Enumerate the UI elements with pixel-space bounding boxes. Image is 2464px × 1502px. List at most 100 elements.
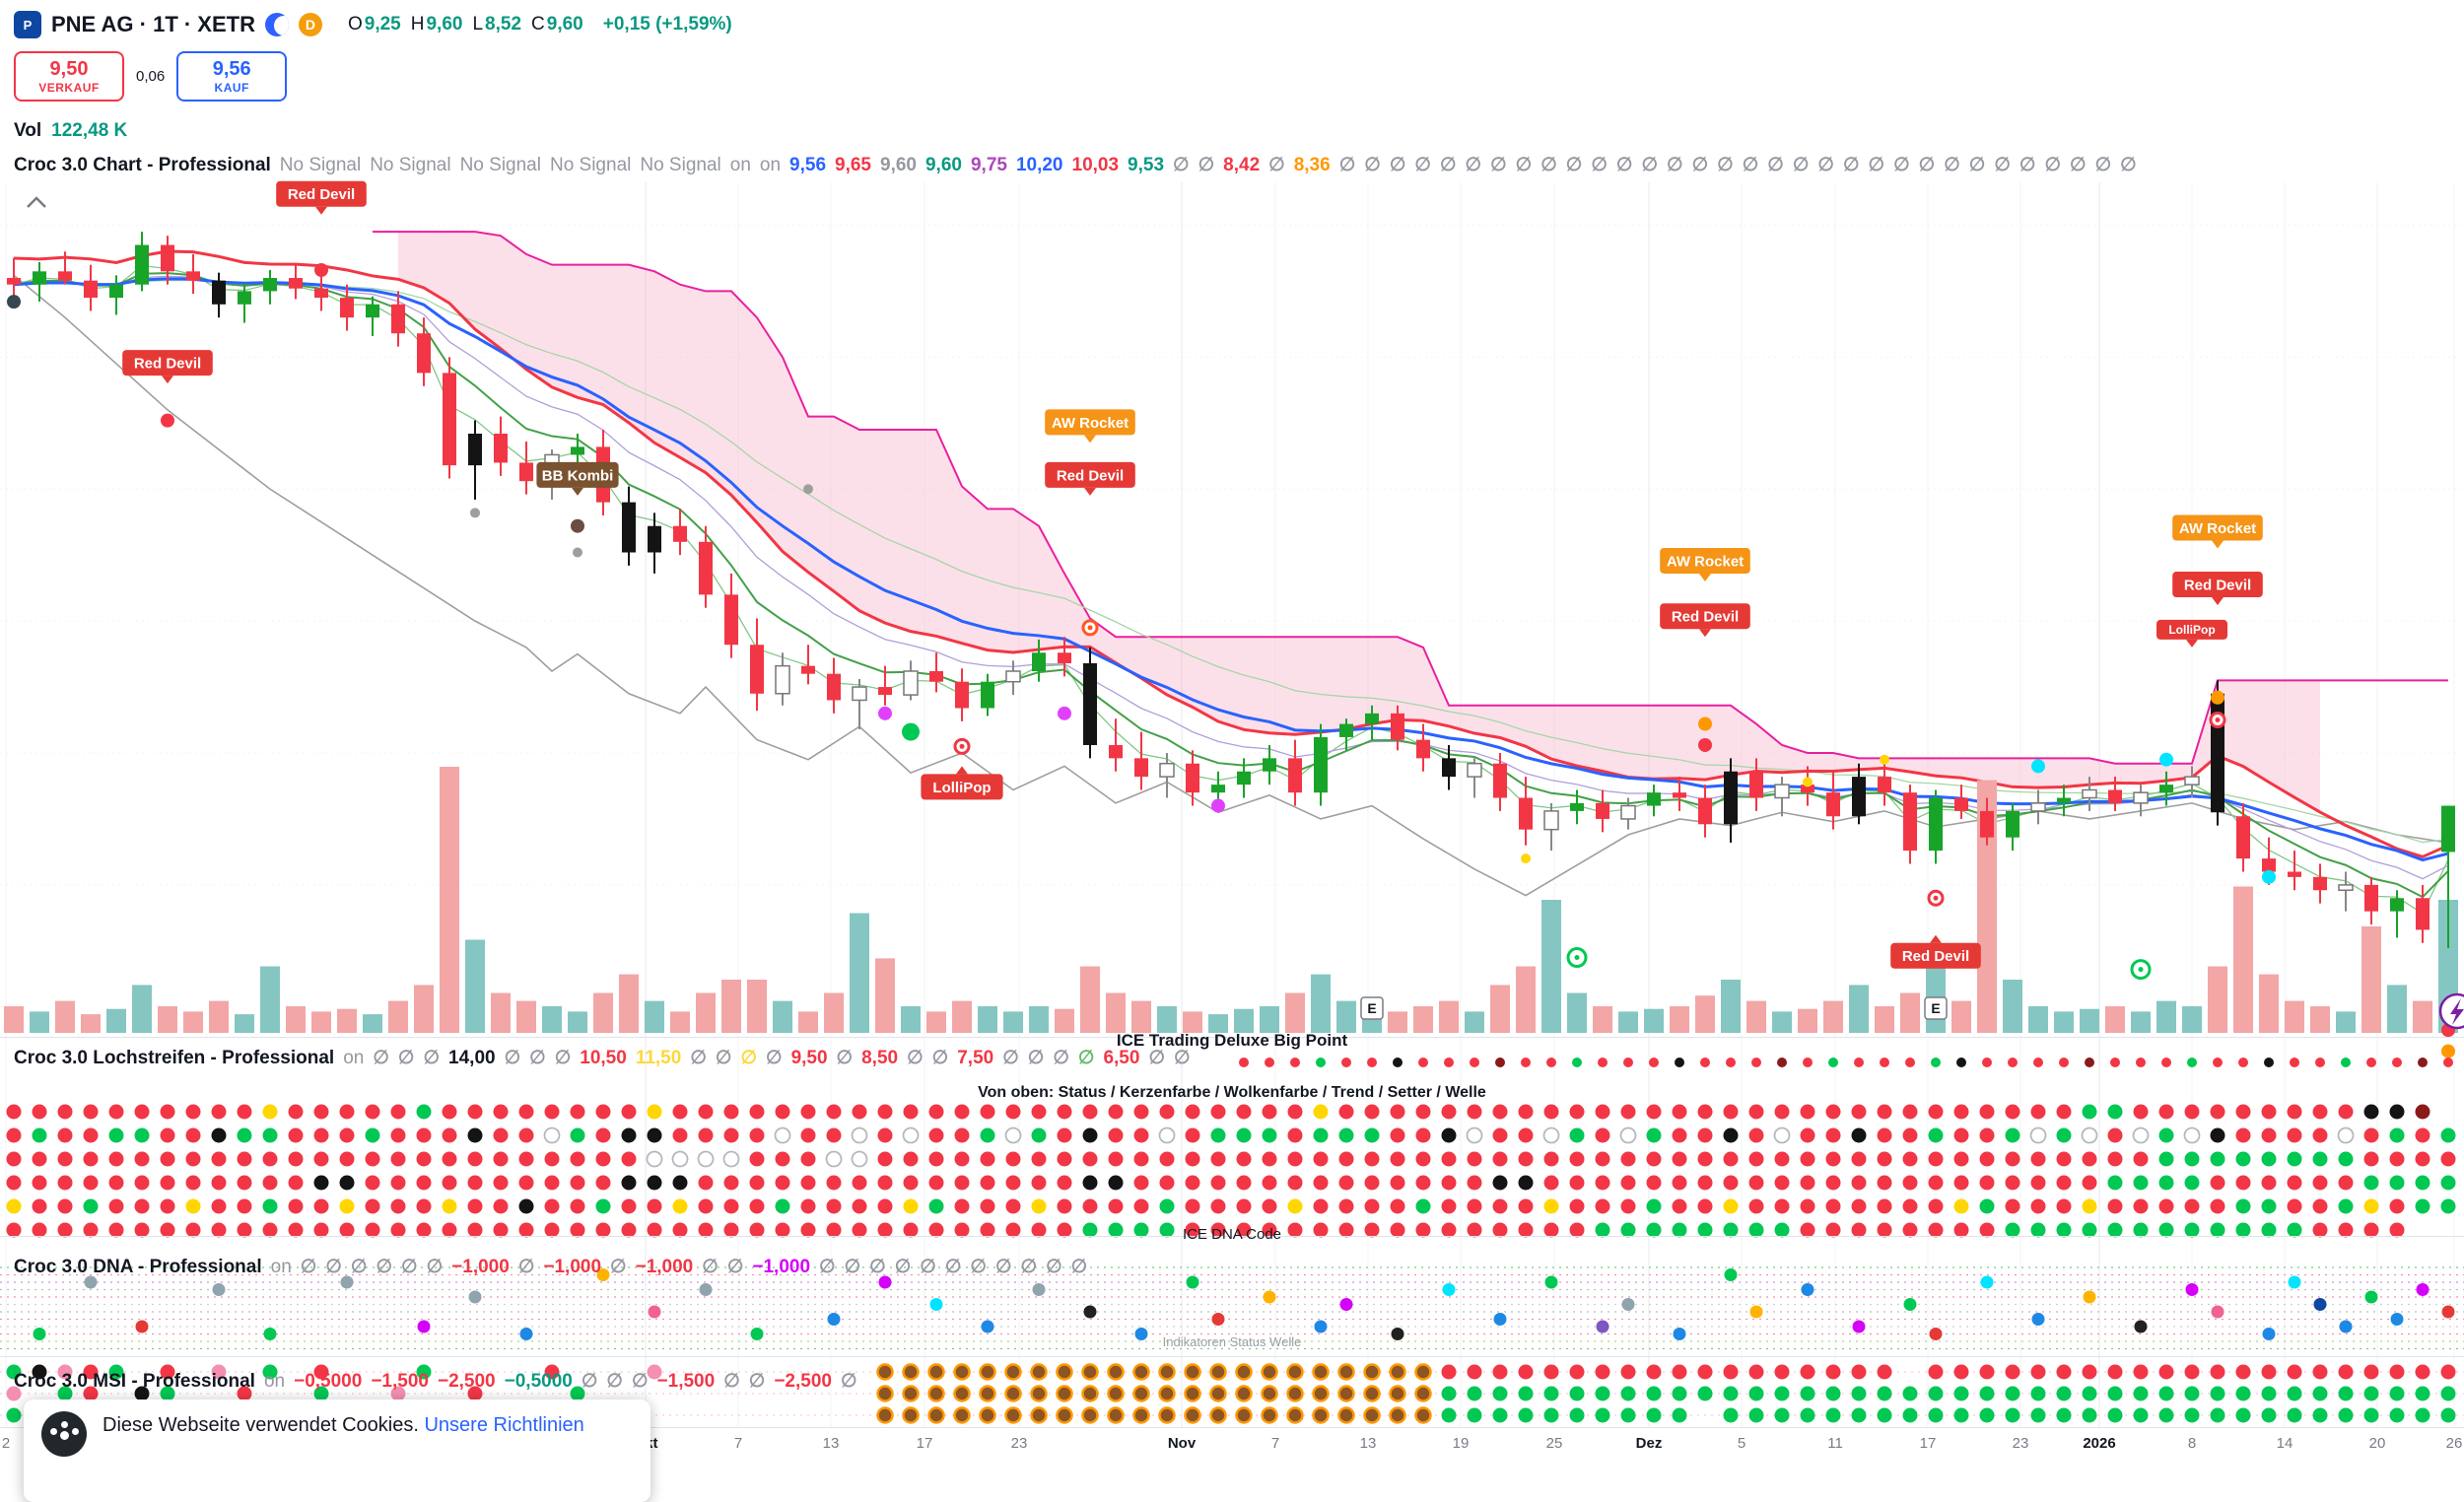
- signal-ring-center: [2215, 717, 2221, 723]
- lochstreifen-dot: [390, 1104, 406, 1120]
- time-tick: 20: [2368, 1435, 2386, 1452]
- lochstreifen-dot: [697, 1150, 715, 1168]
- msi-dot: [2107, 1407, 2123, 1423]
- lochstreifen-dot: [2210, 1175, 2225, 1191]
- lochstreifen-dot: [1364, 1127, 1380, 1143]
- indicator-status-croc-msi[interactable]: Croc 3.0 MSI - Professional on −0,5000 −1,5…: [14, 1370, 857, 1393]
- indicator-status-croc-dna[interactable]: Croc 3.0 DNA - Professional on ∅ ∅ ∅ ∅ ∅ ∅ −1,00…: [14, 1256, 1088, 1278]
- lochstreifen-dot: [1672, 1104, 1687, 1120]
- cookie-text: Diese Webseite verwendet Cookies.: [103, 1414, 425, 1436]
- time-axis[interactable]: 2Okt7131723Nov7131925Dez5111723202681420…: [0, 1431, 2464, 1461]
- collapse-pane-icon[interactable]: [27, 196, 46, 208]
- lochstreifen-dot: [1185, 1104, 1200, 1120]
- pane-divider[interactable]: [0, 1037, 2464, 1038]
- msi-dot: [1337, 1363, 1355, 1381]
- lochstreifen-dot: [1031, 1198, 1047, 1214]
- lochstreifen-dot: [852, 1222, 867, 1238]
- lochstreifen-inline-dot: [1649, 1058, 1659, 1067]
- lochstreifen-dot: [1774, 1175, 1790, 1191]
- volume-bar: [1055, 1008, 1074, 1033]
- lochstreifen-dot: [903, 1198, 919, 1214]
- lochstreifen-dot: [1159, 1104, 1175, 1120]
- lochstreifen-dot: [185, 1127, 201, 1143]
- msi-dot: [1235, 1363, 1253, 1381]
- msi-dot: [902, 1385, 920, 1402]
- volume-bar: [516, 1000, 536, 1033]
- msi-dot: [1851, 1386, 1867, 1401]
- indicator-status-croc-chart[interactable]: Croc 3.0 Chart - Professional No Signal No…: [14, 154, 2137, 176]
- lochstreifen-dot: [980, 1222, 995, 1238]
- sell-button[interactable]: 9,50 VERKAUF: [14, 51, 124, 102]
- lochstreifen-dot: [6, 1104, 22, 1120]
- msi-dot: [2389, 1386, 2405, 1401]
- lochstreifen-dot: [108, 1151, 124, 1167]
- lochstreifen-dot: [570, 1198, 585, 1214]
- candle: [161, 244, 174, 272]
- volume-bar: [619, 974, 639, 1033]
- msi-dot: [2235, 1407, 2251, 1423]
- lochstreifen-dot: [749, 1127, 765, 1143]
- volume-bar: [106, 1008, 126, 1033]
- lochstreifen-dot: [1620, 1222, 1636, 1238]
- indicator-status-croc-lochstreifen[interactable]: Croc 3.0 Lochstreifen - Professional on ∅ ∅…: [14, 1047, 1191, 1069]
- volume-bar: [1285, 992, 1305, 1033]
- dna-dot: [1083, 1305, 1097, 1319]
- lochstreifen-dot: [108, 1104, 124, 1120]
- ma-thin-slow: [13, 279, 2449, 844]
- lochstreifen-dot: [1595, 1198, 1610, 1214]
- lochstreifen-dot: [2440, 1198, 2456, 1214]
- lochstreifen-dot: [595, 1151, 611, 1167]
- msi-dot: [2133, 1364, 2149, 1380]
- dna-dot: [2031, 1313, 2045, 1326]
- volume-bar: [2080, 1008, 2099, 1033]
- lochstreifen-dot: [647, 1127, 662, 1143]
- volume-bar: [2336, 1011, 2356, 1033]
- candle: [1467, 762, 1482, 778]
- lochstreifen-dot: [237, 1222, 252, 1238]
- lochstreifen-dot: [2337, 1126, 2355, 1144]
- lochstreifen-inline-dot: [2008, 1058, 2018, 1067]
- lochstreifen-dot: [1748, 1198, 1764, 1214]
- volume-bar: [2310, 1006, 2330, 1033]
- price-chart-canvas[interactable]: Red Devil Red Devil BB Kombi AW Rocket Red D…: [0, 0, 2464, 1461]
- lochstreifen-dot: [2132, 1126, 2150, 1144]
- time-tick: 2: [1, 1435, 11, 1452]
- lochstreifen-dot: [2082, 1151, 2097, 1167]
- lochstreifen-dot: [237, 1151, 252, 1167]
- lochstreifen-dot: [518, 1151, 534, 1167]
- pane-divider[interactable]: [0, 1356, 2464, 1357]
- lochstreifen-dot: [1774, 1151, 1790, 1167]
- lochstreifen-dot: [2183, 1126, 2201, 1144]
- symbol-title[interactable]: PNE AG · 1T · XETR: [51, 12, 255, 36]
- lochstreifen-inline-dot: [1367, 1058, 1377, 1067]
- timeframe-badge[interactable]: D: [298, 13, 322, 36]
- msi-dot: [1620, 1407, 1636, 1423]
- candle: [494, 434, 508, 463]
- time-tick: 7: [1270, 1435, 1280, 1452]
- lochstreifen-dot: [1800, 1151, 1815, 1167]
- lochstreifen-dot: [1159, 1198, 1175, 1214]
- candle: [519, 462, 533, 482]
- lochstreifen-dot: [2158, 1175, 2174, 1191]
- msi-dot: [2363, 1386, 2379, 1401]
- pane-divider[interactable]: [0, 1236, 2464, 1237]
- volume-bar: [1951, 1000, 1971, 1033]
- msi-dot: [313, 1386, 329, 1401]
- lochstreifen-dot: [1031, 1222, 1047, 1238]
- lochstreifen-dot: [928, 1222, 944, 1238]
- event-marker[interactable]: [1360, 996, 1384, 1020]
- buy-label: KAUF: [214, 81, 249, 95]
- pane-divider[interactable]: [0, 1427, 2464, 1428]
- msi-dot: [1518, 1407, 1534, 1423]
- cookie-link-unsere[interactable]: Unsere: [424, 1414, 494, 1436]
- candle: [263, 278, 277, 292]
- buy-button[interactable]: 9,56 KAUF: [176, 51, 288, 102]
- lochstreifen-dot: [2287, 1222, 2302, 1238]
- dna-dot: [1134, 1328, 1148, 1340]
- lochstreifen-dot: [928, 1198, 944, 1214]
- event-marker[interactable]: [1924, 996, 1948, 1020]
- lochstreifen-dot: [2363, 1222, 2379, 1238]
- msi-dot: [211, 1364, 227, 1380]
- msi-dot: [1774, 1386, 1790, 1401]
- cookie-link-richtlinien[interactable]: Richtlinien: [493, 1414, 584, 1436]
